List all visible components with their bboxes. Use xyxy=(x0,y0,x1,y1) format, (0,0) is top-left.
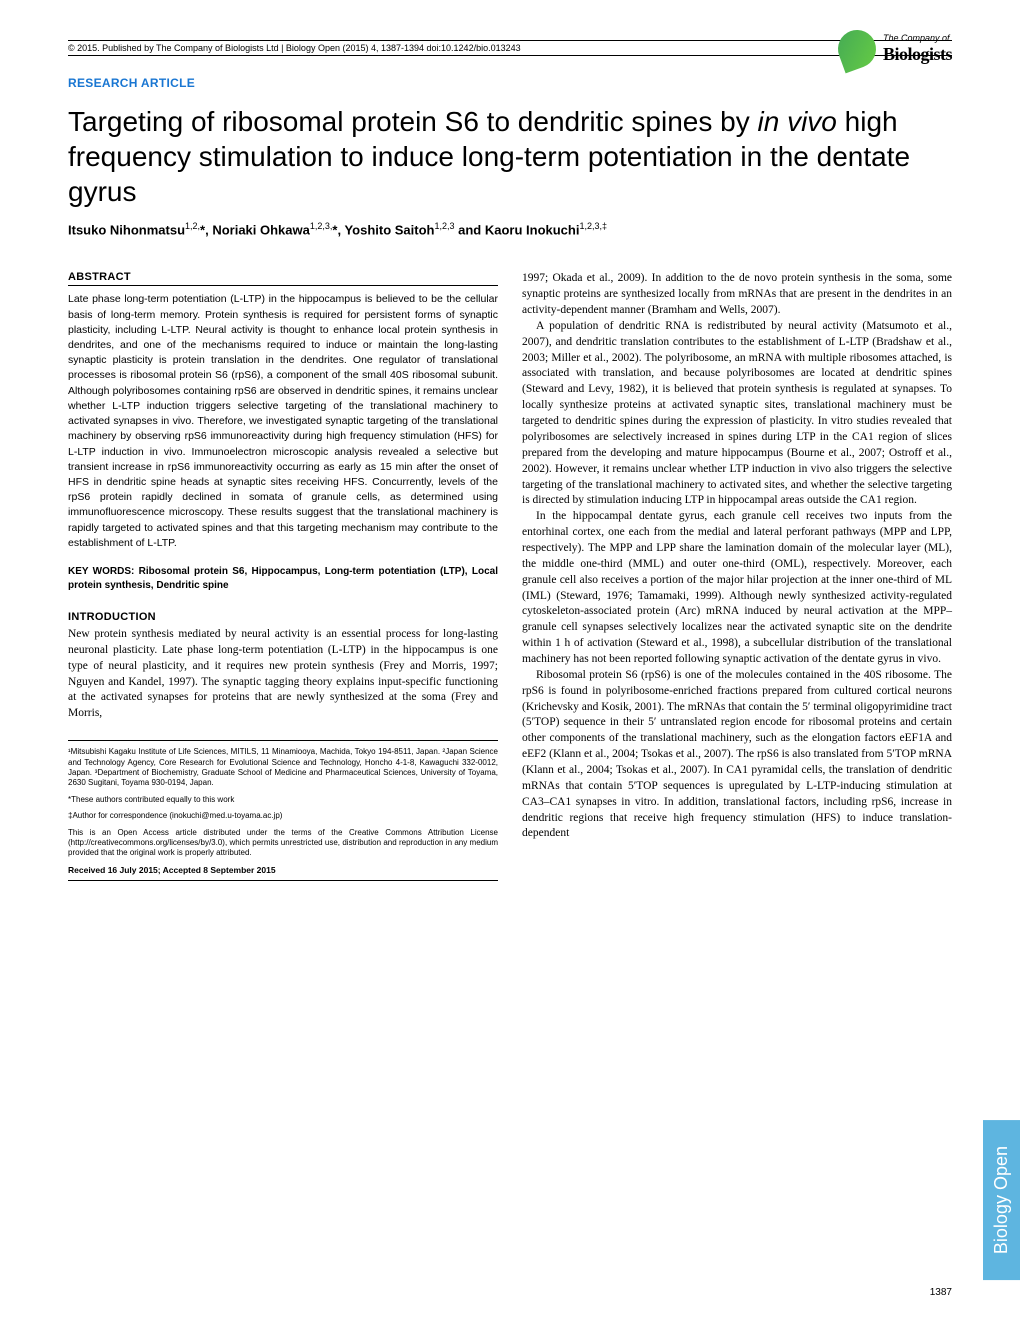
col2-p4: Ribosomal protein S6 (rpS6) is one of th… xyxy=(522,668,952,842)
left-column: ABSTRACT Late phase long-term potentiati… xyxy=(68,271,498,886)
affiliation-list: ¹Mitsubishi Kagaku Institute of Life Sci… xyxy=(68,747,498,789)
article-title: Targeting of ribosomal protein S6 to den… xyxy=(68,104,952,209)
col2-p1: 1997; Okada et al., 2009). In addition t… xyxy=(522,271,952,319)
correspondence-note: ‡Author for correspondence (inokuchi@med… xyxy=(68,811,498,821)
received-dates: Received 16 July 2015; Accepted 8 Septem… xyxy=(68,865,498,881)
two-column-content: ABSTRACT Late phase long-term potentiati… xyxy=(68,271,952,886)
abstract-text: Late phase long-term potentiation (L-LTP… xyxy=(68,292,498,551)
col2-p2: A population of dendritic RNA is redistr… xyxy=(522,319,952,509)
header-rule: © 2015. Published by The Company of Biol… xyxy=(68,40,952,56)
article-type: RESEARCH ARTICLE xyxy=(68,76,952,90)
header-left: © 2015. Published by The Company of Biol… xyxy=(68,43,521,53)
right-column: 1997; Okada et al., 2009). In addition t… xyxy=(522,271,952,886)
journal-side-tab: Biology Open xyxy=(983,1120,1020,1280)
logo-line2: Biologists xyxy=(883,44,952,64)
publisher-logo: The Company of Biologists xyxy=(838,30,952,68)
equal-contrib-note: *These authors contributed equally to th… xyxy=(68,795,498,805)
title-pre: Targeting of ribosomal protein S6 to den… xyxy=(68,106,758,137)
license-note: This is an Open Access article distribut… xyxy=(68,828,498,859)
intro-text: New protein synthesis mediated by neural… xyxy=(68,627,498,722)
title-italic: in vivo xyxy=(758,106,837,137)
intro-p1: New protein synthesis mediated by neural… xyxy=(68,627,498,722)
intro-heading: INTRODUCTION xyxy=(68,611,498,623)
authors-line: Itsuko Nihonmatsu1,2,*, Noriaki Ohkawa1,… xyxy=(68,221,952,237)
page-number: 1387 xyxy=(930,1287,952,1298)
col2-p3: In the hippocampal dentate gyrus, each g… xyxy=(522,509,952,668)
affiliations-block: ¹Mitsubishi Kagaku Institute of Life Sci… xyxy=(68,740,498,881)
abstract-heading: ABSTRACT xyxy=(68,271,498,286)
keywords: KEY WORDS: Ribosomal protein S6, Hippoca… xyxy=(68,565,498,593)
logo-line1: The Company of xyxy=(883,33,950,43)
logo-leaf-icon xyxy=(833,25,882,74)
